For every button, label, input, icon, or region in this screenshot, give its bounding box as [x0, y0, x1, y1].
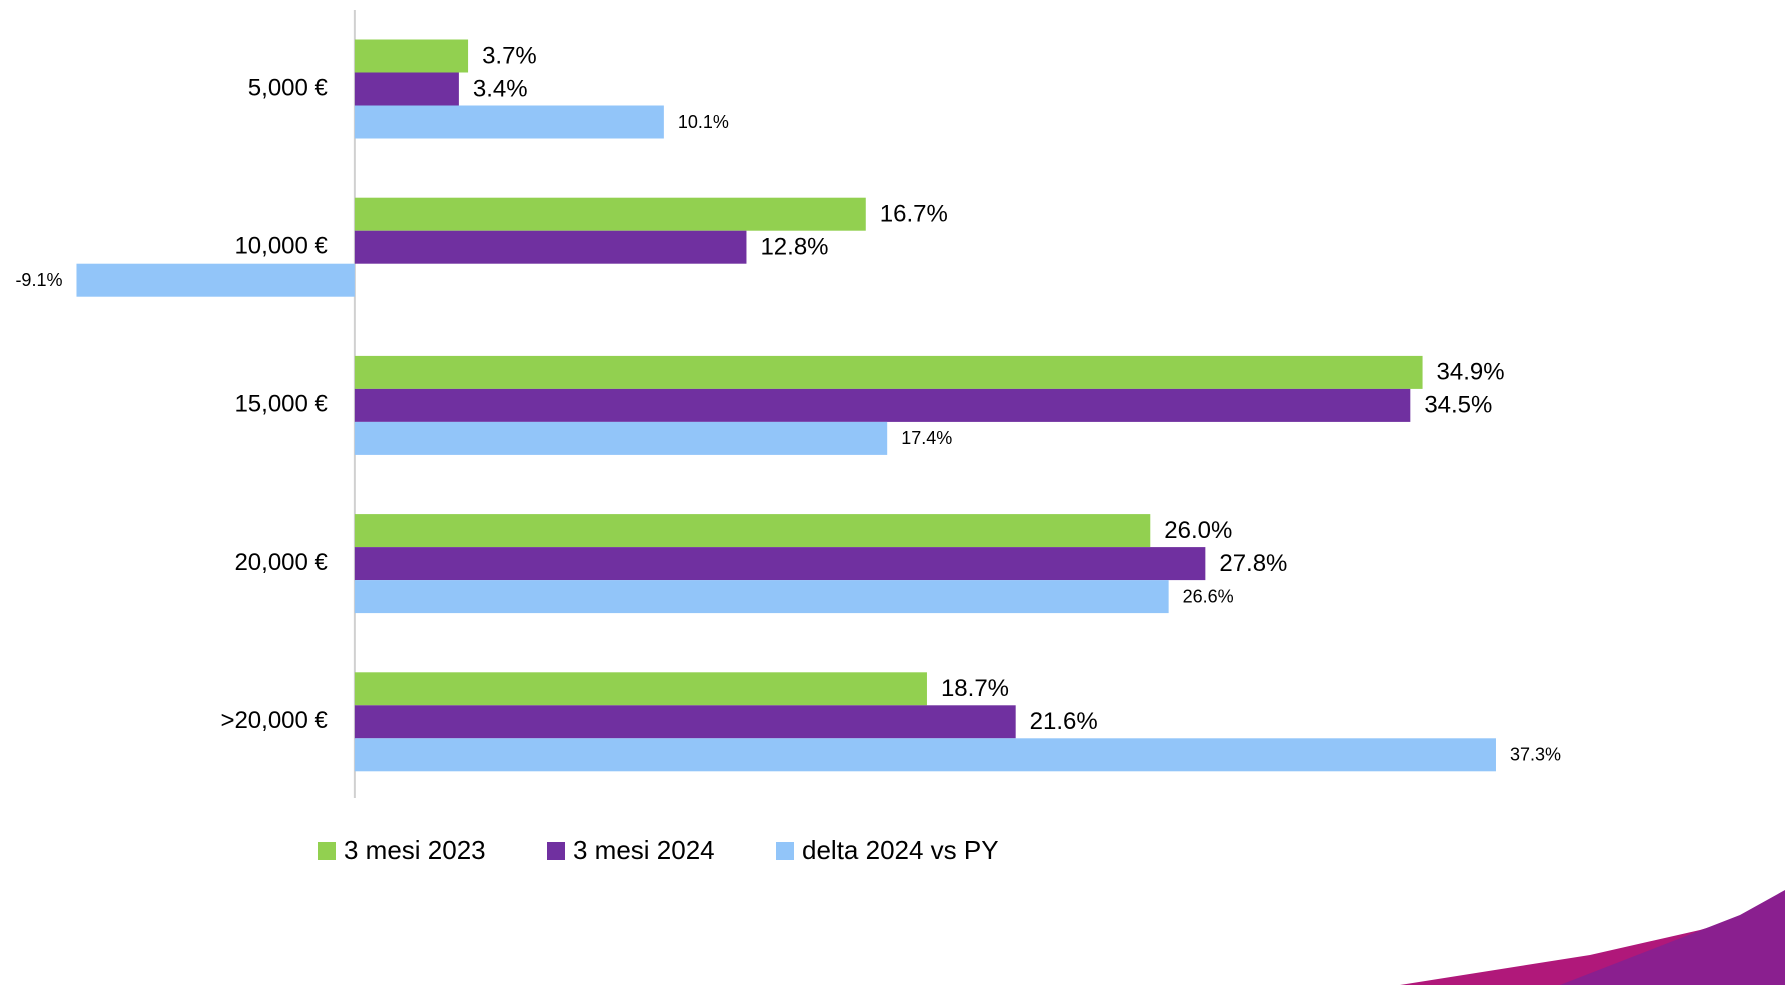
bar [354, 105, 664, 139]
data-label: 34.9% [1437, 359, 1505, 386]
data-label: 37.3% [1510, 745, 1561, 765]
data-label: 10.1% [678, 112, 729, 132]
bar [354, 705, 1016, 739]
legend-swatch [318, 842, 336, 860]
y-tick-label: 10,000 € [234, 233, 328, 260]
bar [354, 580, 1169, 614]
bar [354, 72, 459, 106]
data-label: 3.7% [482, 42, 537, 69]
data-label: 27.8% [1219, 550, 1287, 577]
decoration [1560, 890, 1785, 985]
y-tick-label: 20,000 € [234, 549, 328, 576]
y-tick-label: 5,000 € [248, 74, 329, 101]
legend-swatch [547, 842, 565, 860]
legend-label: 3 mesi 2024 [573, 835, 715, 865]
bar [354, 738, 1496, 772]
data-label: 21.6% [1030, 708, 1098, 735]
bar [354, 197, 866, 231]
legend-label: 3 mesi 2023 [344, 835, 486, 865]
data-label: 3.4% [473, 75, 528, 102]
data-label: 17.4% [901, 428, 952, 448]
data-label: 26.0% [1164, 517, 1232, 544]
bar [354, 39, 469, 73]
bar [76, 263, 355, 297]
bar [354, 421, 888, 455]
bar [354, 514, 1151, 548]
bar [354, 355, 1423, 389]
bar [354, 388, 1411, 422]
data-label: -9.1% [15, 270, 62, 290]
bar [354, 230, 747, 264]
data-label: 26.6% [1183, 586, 1234, 606]
data-label: 16.7% [880, 201, 948, 228]
bar [354, 547, 1206, 581]
data-label: 12.8% [760, 234, 828, 261]
legend-swatch [776, 842, 794, 860]
legend-label: delta 2024 vs PY [802, 835, 999, 865]
data-label: 34.5% [1424, 392, 1492, 419]
data-label: 18.7% [941, 675, 1009, 702]
y-tick-label: 15,000 € [234, 391, 328, 418]
y-tick-label: >20,000 € [220, 707, 328, 734]
bar [354, 672, 927, 706]
